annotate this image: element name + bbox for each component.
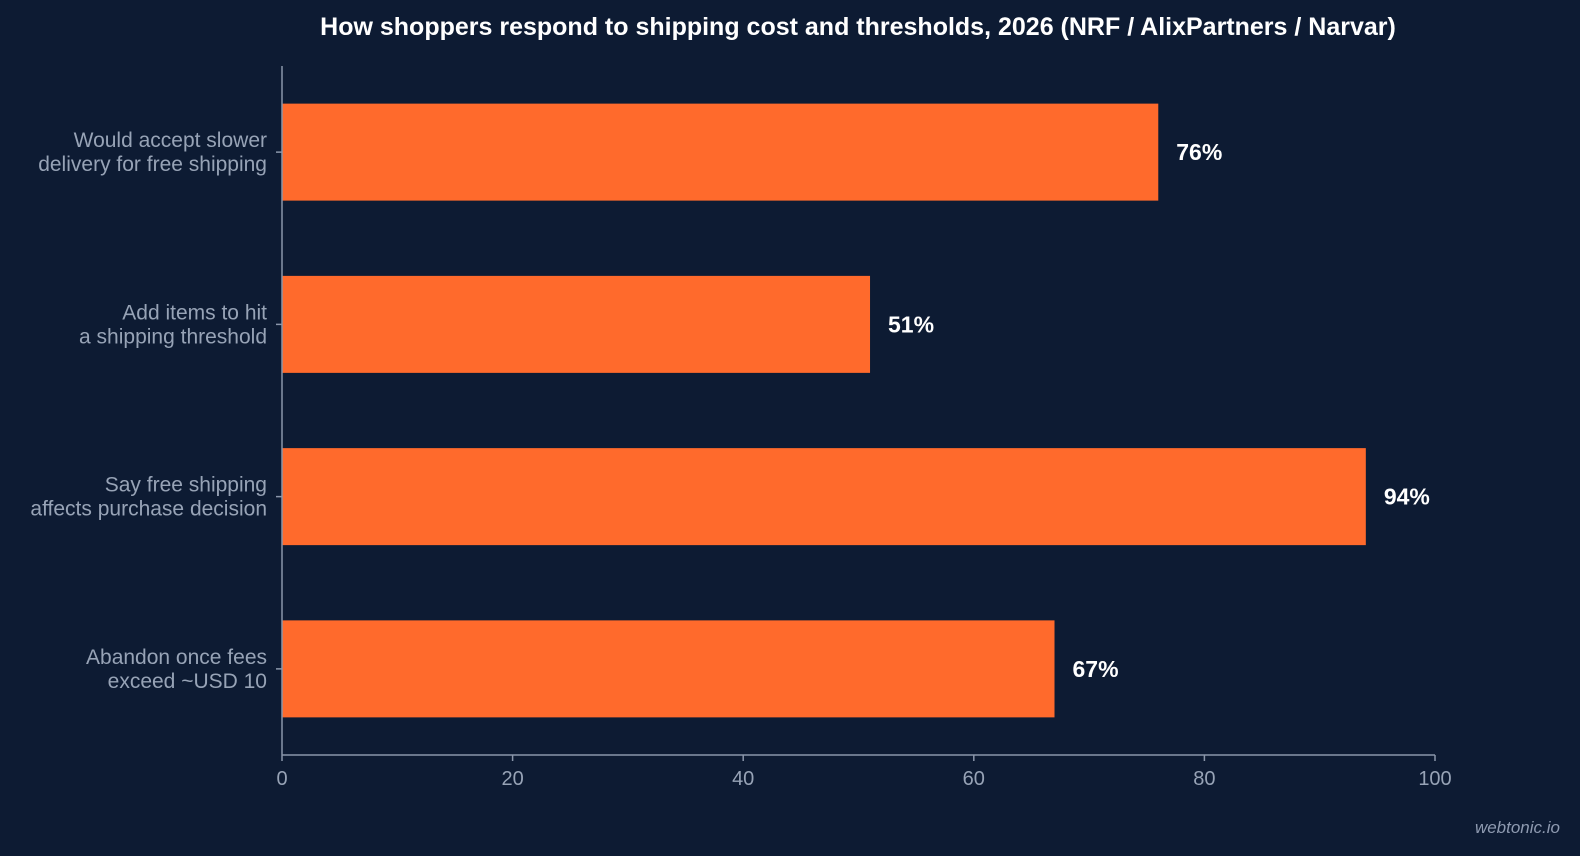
x-tick-label: 0 [276,768,287,790]
category-label: Say free shipping [105,474,267,497]
category-label: Abandon once fees [86,646,267,669]
bars-layer: 76% 51% 94% 67% [282,103,1430,718]
category-label: affects purchase decision [30,498,267,521]
bar [282,103,1159,201]
bar [282,275,871,373]
category-label: exceed ~USD 10 [108,670,267,693]
bar [282,620,1055,718]
chart-title: How shoppers respond to shipping cost an… [320,13,1396,41]
bar-value-label: 67% [1073,656,1119,682]
category-label: Add items to hit [122,301,267,324]
x-tick-label: 60 [963,768,985,790]
watermark-text: webtonic.io [1475,818,1560,837]
x-tick-label: 20 [501,768,523,790]
category-label: a shipping threshold [79,325,267,348]
x-tick-label: 100 [1418,768,1451,790]
x-tick-label: 40 [732,768,754,790]
bar [282,448,1366,546]
bar-value-label: 51% [888,311,934,337]
x-tick-label: 80 [1193,768,1215,790]
category-label: Would accept slower [74,129,267,152]
bar-value-label: 76% [1176,139,1222,165]
category-label: delivery for free shipping [38,153,267,176]
bar-value-label: 94% [1384,484,1430,510]
